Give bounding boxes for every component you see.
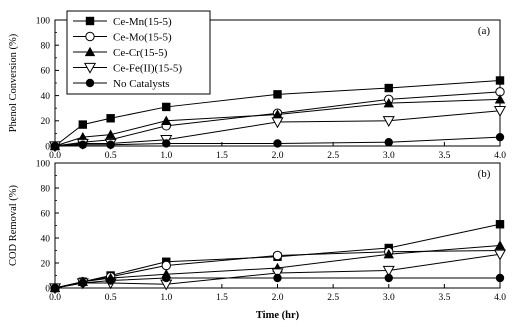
x-tick-label: 4.0 [494, 293, 506, 303]
legend-item: No Catalysts [73, 78, 170, 90]
panel-label: (a) [478, 25, 491, 37]
data-point [50, 283, 60, 293]
legend-marker [85, 16, 95, 26]
series-no-catalysts [50, 273, 505, 293]
data-point [382, 116, 395, 128]
x-tick-label: 0.5 [105, 293, 117, 303]
data-point [50, 141, 60, 151]
x-tick-label: 2.5 [327, 293, 339, 303]
x-tick-label: 0.0 [49, 293, 61, 303]
data-point [162, 273, 171, 283]
data-point [161, 260, 171, 271]
legend-label: No Catalysts [113, 78, 170, 90]
x-tick-label: 3.5 [438, 151, 450, 161]
x-axis-label: Time (hr) [256, 310, 300, 321]
x-tick-label: 2.0 [272, 151, 284, 161]
y-tick-label: 40 [41, 92, 51, 102]
data-point [272, 250, 283, 261]
x-tick-label: 2.0 [272, 293, 284, 303]
y-tick-label: 60 [41, 209, 51, 219]
panel-label: (b) [478, 168, 491, 180]
data-point [162, 102, 171, 112]
y-tick-label: 40 [41, 234, 51, 244]
legend-marker [83, 62, 97, 74]
data-point [495, 76, 505, 85]
legend-item: Ce-Fe(II)(15-5) [73, 63, 182, 75]
data-point [493, 249, 507, 261]
legend: Ce-Mn(15-5) Ce-Mo(15-5) Ce-Cr(15-5) Ce-Fe(I… [66, 10, 211, 95]
data-point [271, 117, 284, 129]
x-tick-label: 0.5 [105, 151, 117, 161]
x-tick-label: 0.0 [49, 151, 61, 161]
data-point [384, 273, 393, 283]
data-point [493, 106, 507, 117]
y-tick-label: 0 [45, 284, 50, 294]
data-point [78, 140, 88, 149]
legend-label: Ce-Mn(15-5) [113, 16, 172, 28]
x-tick-label: 1.0 [160, 151, 172, 161]
data-point [494, 240, 506, 250]
data-point [162, 139, 171, 148]
panel-b-chart: 0 20 40 60 80 100 0.0 0.5 1.0 1.5 2.0 2.5 3.0 3.5 4.0 C… [8, 159, 506, 321]
x-tick-label: 1.5 [216, 293, 228, 303]
legend-marker [84, 46, 96, 57]
legend-marker [85, 31, 95, 42]
x-tick-label: 1.5 [216, 151, 228, 161]
data-point [383, 249, 394, 259]
legend-item: Ce-Cr(15-5) [73, 46, 168, 59]
data-point [495, 132, 505, 142]
data-point [495, 273, 505, 283]
data-point [106, 114, 115, 123]
x-tick-label: 3.5 [438, 293, 450, 303]
x-tick-label: 4.0 [494, 151, 506, 161]
data-point [384, 83, 393, 93]
data-point [78, 278, 88, 288]
y-tick-label: 60 [41, 67, 51, 77]
data-point [273, 139, 282, 148]
data-point [494, 94, 506, 104]
y-tick-label: 80 [41, 184, 51, 194]
y-tick-label: 0 [45, 142, 50, 152]
data-point [78, 120, 88, 129]
y-tick-label: 100 [36, 159, 51, 169]
x-tick-label: 2.5 [327, 151, 339, 161]
legend-item: Ce-Mn(15-5) [73, 16, 172, 28]
data-point [383, 97, 394, 108]
data-point [106, 140, 115, 149]
y-axis-label: COD Removal (%) [8, 184, 19, 266]
data-point [161, 115, 172, 125]
y-tick-label: 80 [41, 42, 51, 52]
data-point [106, 276, 115, 285]
x-tick-label: 3.0 [383, 293, 395, 303]
x-tick-label: 3.0 [383, 151, 395, 161]
y-tick-label: 20 [41, 259, 51, 269]
data-point [495, 220, 505, 229]
data-point [382, 265, 395, 277]
x-tick-label: 1.0 [160, 293, 172, 303]
legend-marker [85, 78, 95, 88]
data-point [272, 109, 283, 119]
y-tick-label: 100 [36, 16, 51, 26]
data-point [384, 138, 393, 147]
legend-item: Ce-Mo(15-5) [73, 32, 172, 44]
data-point [273, 273, 282, 283]
legend-label: Ce-Fe(II)(15-5) [113, 63, 182, 75]
data-point [273, 90, 282, 99]
panel-a-chart: 0 20 40 60 80 100 0.0 0.5 1.0 1.5 2.0 2.5 3.0 3.5 4.0 P… [8, 16, 506, 161]
y-tick-label: 20 [41, 117, 51, 127]
data-point [105, 129, 116, 139]
y-axis-label: Phenol Conversion (%) [8, 33, 19, 132]
data-point [271, 268, 284, 280]
legend-label: Ce-Cr(15-5) [113, 47, 168, 59]
legend-label: Ce-Mo(15-5) [113, 32, 172, 44]
series-no-catalysts [50, 132, 505, 151]
